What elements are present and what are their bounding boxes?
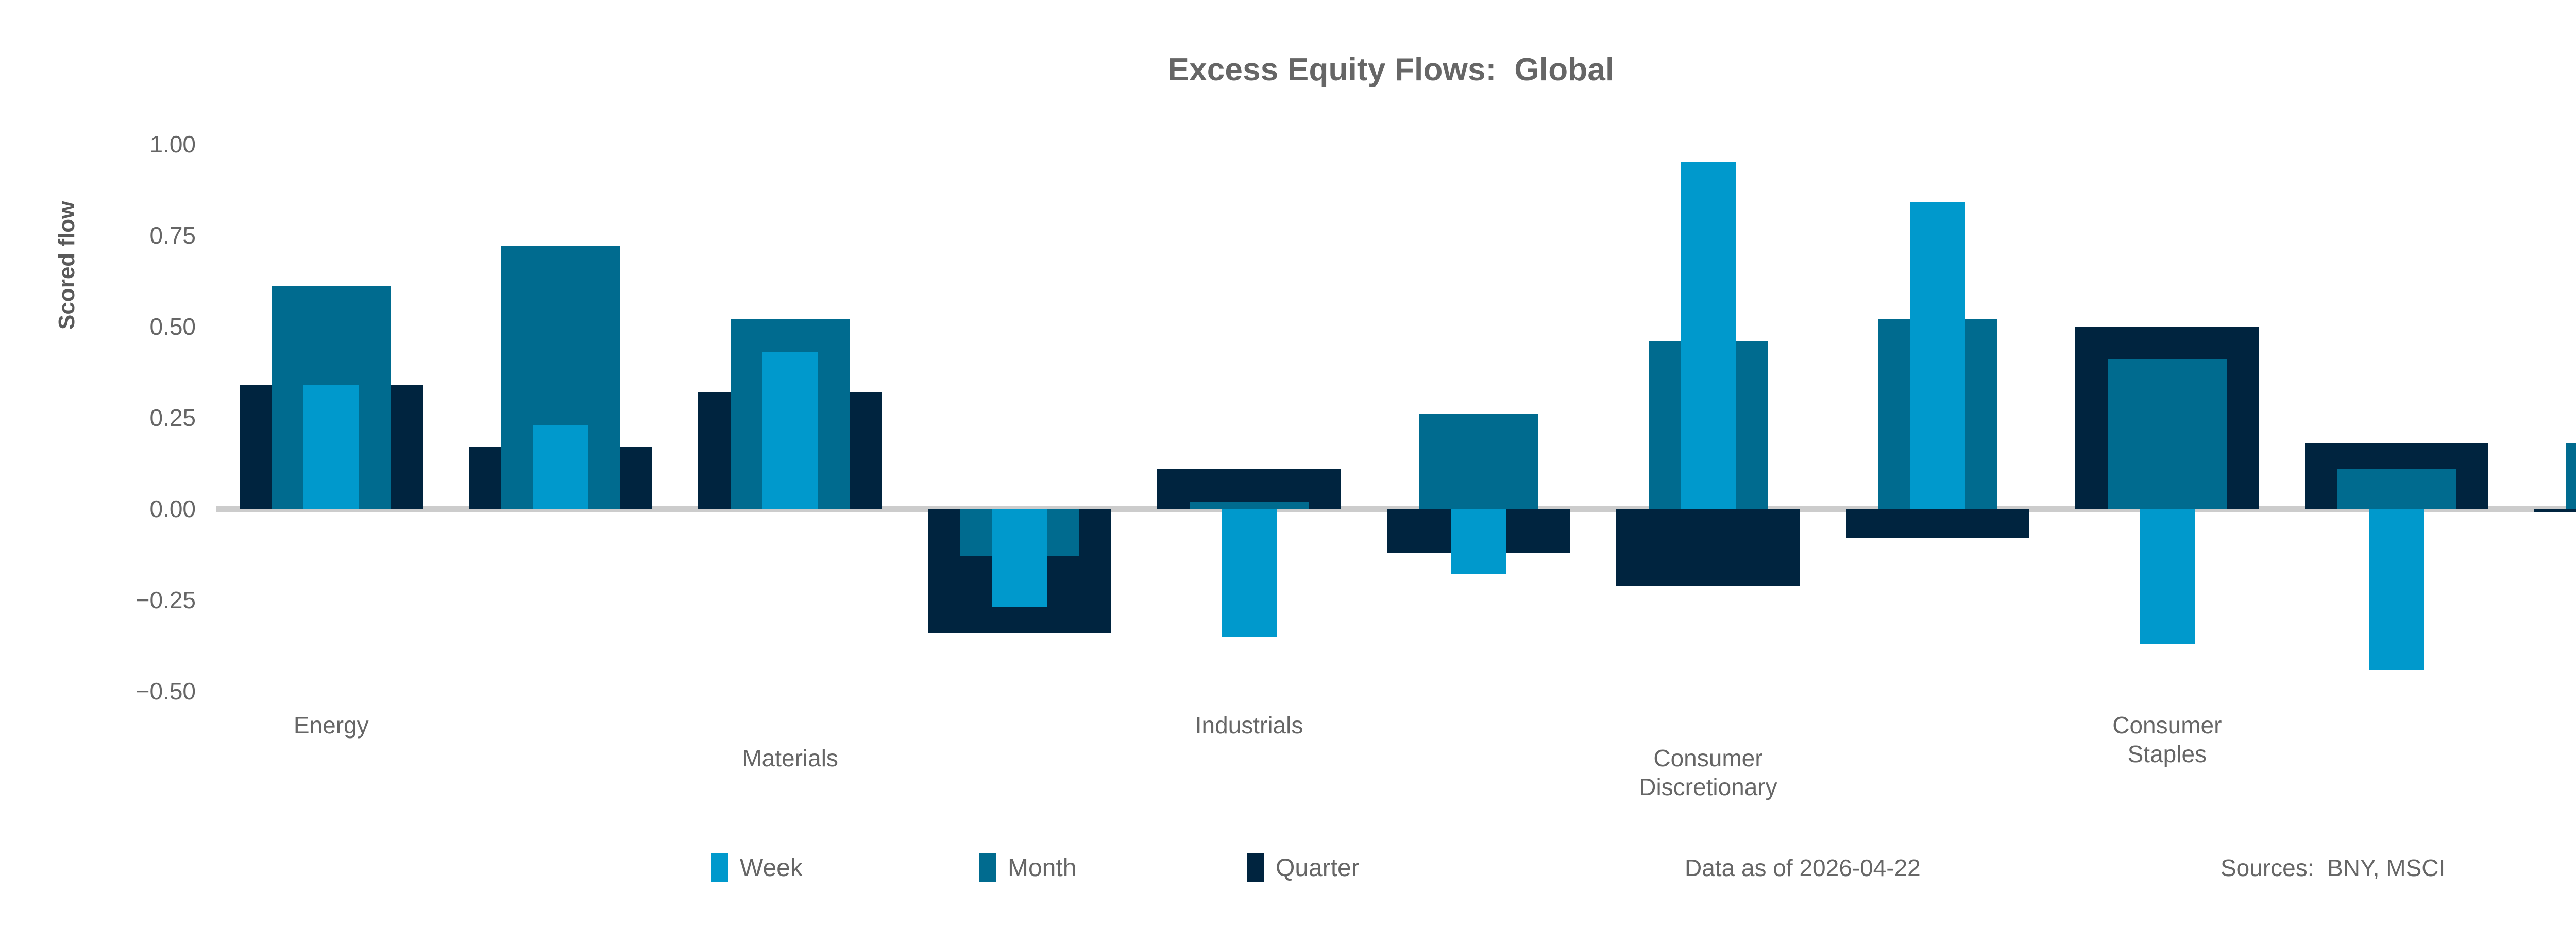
y-axis-tick: 0.50 [149,313,196,340]
bar-group: Materials [446,0,838,927]
bar-month[interactable] [2566,443,2576,509]
bar-quarter[interactable] [1616,509,1800,586]
bar-week[interactable] [2369,509,2425,670]
bar-group: Consumer Discretionary [905,0,1777,927]
x-axis-label: Consumer Staples [2112,712,2222,767]
bar-week[interactable] [1910,202,1965,509]
legend-label: Week [740,854,803,882]
sources-note: Sources: BNY, MSCI [2221,854,2446,881]
bar-group: Communication Services [2053,0,2282,927]
bar-quarter[interactable] [1845,509,2030,538]
bar-month[interactable] [1419,414,1538,509]
bar-week[interactable] [303,385,359,509]
legend-label: Month [1008,854,1077,882]
bar-group: Health Care [1364,0,1593,927]
plot-area: Energy Materials Industrials Consumer Discr… [216,0,2576,927]
bar-month[interactable] [2107,359,2227,509]
bar-group: Financials [1594,0,1823,927]
legend-swatch-icon [979,853,996,882]
bar-week[interactable] [992,509,1047,608]
bar-week[interactable] [762,352,818,509]
y-axis-tick: −0.50 [135,678,196,705]
legend-label: Quarter [1276,854,1360,882]
bar-month[interactable] [2336,469,2456,509]
x-axis-label: Consumer Discretionary [1639,745,1777,800]
bar-week[interactable] [1680,162,1736,509]
bar-quarter[interactable] [2534,509,2576,513]
x-axis-label: Industrials [1195,712,1303,739]
y-axis-tick: −0.25 [135,587,196,613]
y-axis-tick: 0.25 [149,404,196,431]
bar-group: Utilities [2282,0,2511,927]
y-axis-tick: 1.00 [149,131,196,158]
x-axis-label: Materials [742,745,838,771]
bar-week[interactable] [1222,509,1277,637]
bar-week[interactable] [2139,509,2195,644]
legend-item-month[interactable]: Month [979,850,1076,886]
bar-group: Industrials [675,0,1303,927]
y-axis-tick: 0.75 [149,222,196,249]
data-as-of-note: Data as of 2026-04-22 [1685,854,1921,881]
legend-item-quarter[interactable]: Quarter [1247,850,1360,886]
bar-week[interactable] [1451,509,1506,575]
bar-group: Consumer Staples [1134,0,2222,927]
bar-month[interactable] [1189,501,1309,509]
bar-group: Energy [216,0,446,927]
page-title: Excess Equity Flows: Global [1167,52,1615,88]
bar-group: Information Technology [1823,0,2052,927]
x-axis-label: Energy [293,712,369,739]
legend-swatch-icon [711,853,728,882]
bar-week[interactable] [533,425,588,509]
legend-swatch-icon [1247,853,1264,882]
legend-item-week[interactable]: Week [711,850,803,886]
y-axis-tick: 0.00 [149,495,196,522]
bar-group: Real Estate [2512,0,2576,927]
y-axis-ticks: 1.00 0.75 0.50 0.25 0.00 −0.25 −0.50 [67,0,196,927]
